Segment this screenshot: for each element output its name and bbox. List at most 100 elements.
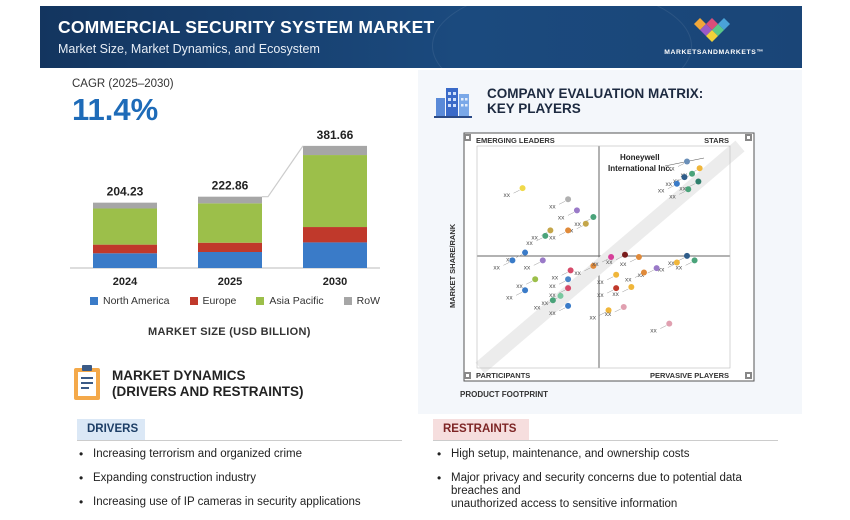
bar-segment xyxy=(303,242,367,268)
matrix-title: COMPANY EVALUATION MATRIX: KEY PLAYERS xyxy=(487,86,703,116)
player-dot xyxy=(522,287,529,294)
player-dot xyxy=(685,186,692,193)
player-dot xyxy=(613,285,620,292)
buildings-icon xyxy=(434,88,472,118)
player-label: xx xyxy=(552,274,559,281)
player-dot xyxy=(691,257,698,264)
drivers-divider xyxy=(77,440,402,441)
player-leader-line xyxy=(515,254,523,258)
player-dot xyxy=(539,257,546,264)
quadrant-corner-icon xyxy=(464,134,471,141)
player-leader-line xyxy=(629,258,637,263)
player-leader-line xyxy=(660,325,667,329)
player-label: xx xyxy=(620,261,627,268)
list-item: Expanding construction industry xyxy=(77,472,407,485)
player-label: xx xyxy=(592,261,599,268)
bar-segment xyxy=(198,196,262,204)
player-dot xyxy=(622,251,629,258)
bar-segment xyxy=(93,244,157,254)
player-leader-line xyxy=(615,256,623,261)
player-label: xx xyxy=(549,283,556,290)
list-item-text: Major privacy and security concerns due … xyxy=(451,472,742,497)
player-label: xx xyxy=(597,292,604,299)
list-item-text: unauthorized access to sensitive informa… xyxy=(451,498,678,510)
player-leader-line xyxy=(601,258,609,263)
player-dot xyxy=(683,158,690,165)
player-label: xx xyxy=(606,259,613,266)
legend-label: North America xyxy=(103,295,170,307)
player-label: xx xyxy=(597,279,604,286)
legend-item-row: RoW xyxy=(343,295,380,307)
player-leader-line xyxy=(584,267,591,272)
player-dot xyxy=(590,214,597,221)
data-label: 204.23 xyxy=(107,185,144,199)
bar-segment xyxy=(303,145,367,156)
player-leader-line xyxy=(558,201,566,205)
quadrant-corner-icon xyxy=(464,372,471,379)
player-dot xyxy=(681,174,688,181)
player-leader-line xyxy=(689,183,696,187)
chart-legend: North America Europe Asia Pacific RoW xyxy=(90,295,380,307)
player-leader-line xyxy=(607,289,614,294)
player-leader-line xyxy=(513,189,520,194)
player-label: xx xyxy=(526,240,533,247)
market-size-chart: 204.23 2024 222.86 2025 381.66 2030 xyxy=(70,128,380,288)
matrix-title-line2: KEY PLAYERS xyxy=(487,101,581,116)
list-item: High setup, maintenance, and ownership c… xyxy=(435,448,755,461)
player-dot xyxy=(565,196,572,203)
x-tick-label: 2025 xyxy=(218,276,242,288)
player-label: xx xyxy=(558,214,565,221)
player-dot xyxy=(673,259,680,266)
quadrant-corner-icon xyxy=(745,134,752,141)
player-label: xx xyxy=(574,221,581,228)
player-dot xyxy=(565,276,572,283)
bar-segment xyxy=(198,252,262,268)
player-label: xx xyxy=(679,186,686,193)
bar-segment xyxy=(303,155,367,228)
list-item: Increasing terrorism and organized crime xyxy=(77,448,407,461)
clipboard-icon xyxy=(74,365,100,400)
player-leader-line xyxy=(667,185,674,189)
player-dot xyxy=(565,302,572,309)
quadrant-corner-icon xyxy=(745,372,752,379)
restraints-label: RESTRAINTS xyxy=(433,419,529,441)
legend-swatch xyxy=(90,297,98,305)
quadrant-label-stars: STARS xyxy=(704,136,729,145)
player-leader-line xyxy=(607,276,614,280)
player-dot xyxy=(673,180,680,187)
player-label: xx xyxy=(650,328,657,335)
player-leader-line xyxy=(647,269,654,274)
evaluation-matrix: EMERGING LEADERS STARS PARTICIPANTS PERV… xyxy=(448,132,755,399)
bar-segment xyxy=(198,203,262,243)
matrix-y-axis-label: MARKET SHARE/RANK xyxy=(448,223,457,308)
player-leader-line xyxy=(543,302,551,306)
restraints-list: High setup, maintenance, and ownership c… xyxy=(435,448,755,513)
player-label: xx xyxy=(638,272,645,279)
bar-segment xyxy=(93,202,157,209)
bar-segment xyxy=(198,242,262,252)
player-dot xyxy=(620,303,627,310)
player-dot xyxy=(696,165,703,172)
page-subtitle: Market Size, Market Dynamics, and Ecosys… xyxy=(58,42,320,56)
player-leader-line xyxy=(567,212,575,216)
quadrant-label-pervasive-players: PERVASIVE PLAYERS xyxy=(650,371,729,380)
player-dot xyxy=(689,170,696,177)
bar-segment xyxy=(303,227,367,243)
player-leader-line xyxy=(634,274,642,278)
player-leader-line xyxy=(558,232,566,236)
player-label: xx xyxy=(531,234,538,241)
player-leader-line xyxy=(685,262,692,266)
market-dynamics-title-line1: MARKET DYNAMICS xyxy=(112,368,246,383)
player-dot xyxy=(565,227,572,234)
player-leader-line xyxy=(533,262,540,266)
player-label: xx xyxy=(668,260,675,267)
player-dot xyxy=(608,254,615,260)
player-label: xx xyxy=(658,188,665,195)
header-decoration xyxy=(432,6,692,68)
player-leader-line xyxy=(561,272,568,276)
quadrant-label-emerging-leaders: EMERGING LEADERS xyxy=(476,136,555,145)
player-label: xx xyxy=(549,310,556,317)
cagr-value: 11.4% xyxy=(72,92,159,127)
matrix-title-line1: COMPANY EVALUATION MATRIX: xyxy=(487,86,704,101)
